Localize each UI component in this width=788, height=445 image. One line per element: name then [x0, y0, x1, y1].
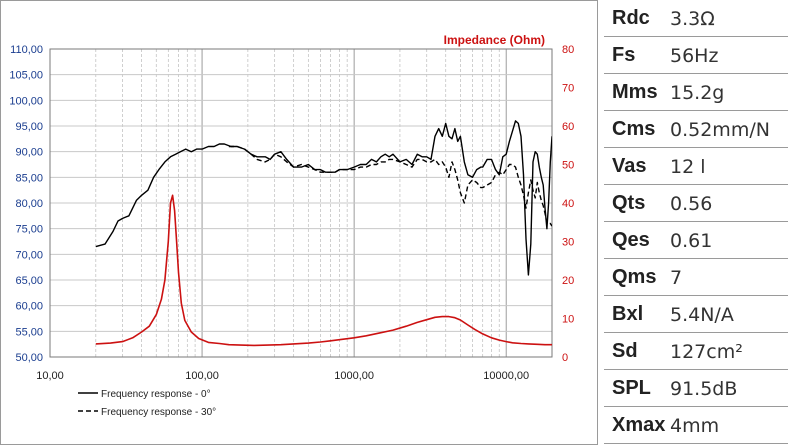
spec-name: Sd: [612, 340, 638, 362]
spec-name: Rdc: [612, 7, 650, 29]
spec-row: Rdc 3.3Ω: [604, 0, 788, 37]
y-tick-label: 65,00: [15, 275, 43, 287]
spec-row: Mms 15.2g: [604, 74, 788, 111]
y2-tick-label: 10: [562, 314, 574, 326]
spec-name: Qes: [612, 229, 650, 251]
spec-value: 3.3Ω: [670, 7, 715, 30]
frequency-impedance-chart: 50,00 55,00 60,00 65,00 70,00 75,00 80,00 85,00…: [9, 33, 574, 418]
plot-area: [49, 48, 553, 358]
y-tick-label: 80,00: [15, 198, 43, 210]
y2-tick-label: 40: [562, 198, 574, 210]
spec-row: Cms 0.52mm/N: [604, 111, 788, 148]
spec-name: Fs: [612, 44, 636, 66]
y2-tick-label: 50: [562, 160, 574, 172]
y-tick-label: 110,00: [10, 44, 43, 56]
series-group: [95, 120, 552, 347]
y-tick-label: 90,00: [15, 147, 43, 159]
legend-label: Frequency response - 30°: [101, 407, 216, 418]
y2-tick-label: 30: [562, 237, 574, 249]
y-tick-label: 95,00: [15, 121, 43, 133]
y2-axis-label: Impedance (Ohm): [444, 33, 545, 47]
legend-label: Frequency response - 0°: [101, 389, 211, 400]
response-0deg-curve: [95, 120, 552, 276]
y-tick-label: 60,00: [15, 301, 43, 313]
spec-name: Qms: [612, 266, 657, 288]
response-30deg-curve: [228, 145, 552, 227]
spec-value: 0.61: [670, 229, 713, 252]
y2-tick-label: 70: [562, 83, 574, 95]
y-tick-label: 70,00: [15, 249, 43, 261]
y-tick-label: 50,00: [15, 352, 43, 364]
y2-tick-label: 80: [562, 44, 574, 56]
spec-row: Qts 0.56: [604, 185, 788, 222]
spec-value: 5.4N/A: [670, 303, 734, 326]
spec-row: Fs 56Hz: [604, 37, 788, 74]
x-tick-label: 10,00: [36, 370, 64, 382]
spec-value: 91.5dB: [670, 377, 738, 400]
spec-name: Bxl: [612, 303, 644, 325]
spec-name: Xmax: [612, 414, 666, 436]
spec-name: SPL: [612, 377, 651, 399]
spec-value: 15.2g: [670, 81, 725, 104]
y-tick-label: 100,00: [9, 95, 43, 107]
spec-value: 12 l: [670, 155, 706, 178]
spec-row: Qes 0.61: [604, 222, 788, 259]
spec-row: Xmax 4mm: [604, 407, 788, 444]
x-tick-label: 100,00: [185, 370, 219, 382]
spec-value: 56Hz: [670, 44, 719, 67]
spec-row: SPL 91.5dB: [604, 370, 788, 407]
x-tick-label: 10000,00: [483, 370, 529, 382]
y-tick-label: 85,00: [15, 172, 43, 184]
spec-name: Vas: [612, 155, 647, 177]
y2-tick-label: 0: [562, 352, 568, 364]
specs-table: Rdc 3.3Ω Fs 56Hz Mms 15.2g Cms 0.52mm/N Vas 12 l Q…: [604, 0, 788, 445]
spec-row: Vas 12 l: [604, 148, 788, 185]
spec-value: 4mm: [670, 414, 720, 437]
spec-name: Mms: [612, 81, 658, 103]
y2-tick-label: 60: [562, 121, 574, 133]
spec-value: 0.56: [670, 192, 713, 215]
y-tick-label: 105,00: [9, 70, 43, 82]
impedance-curve: [95, 194, 552, 347]
spec-row: Sd 127cm²: [604, 333, 788, 370]
spec-name: Cms: [612, 118, 656, 140]
spec-row: Bxl 5.4N/A: [604, 296, 788, 333]
y2-tick-label: 20: [562, 275, 574, 287]
grid-lines: [49, 48, 553, 358]
spec-row: Qms 7: [604, 259, 788, 296]
spec-value: 0.52mm/N: [670, 118, 770, 141]
x-tick-label: 1000,00: [334, 370, 374, 382]
y-tick-label: 75,00: [15, 224, 43, 236]
legend: Frequency response - 0° Frequency respons…: [78, 389, 216, 418]
spec-name: Qts: [612, 192, 646, 214]
spec-value: 127cm²: [670, 340, 743, 363]
spec-value: 7: [670, 266, 683, 289]
y-tick-label: 55,00: [15, 326, 43, 338]
